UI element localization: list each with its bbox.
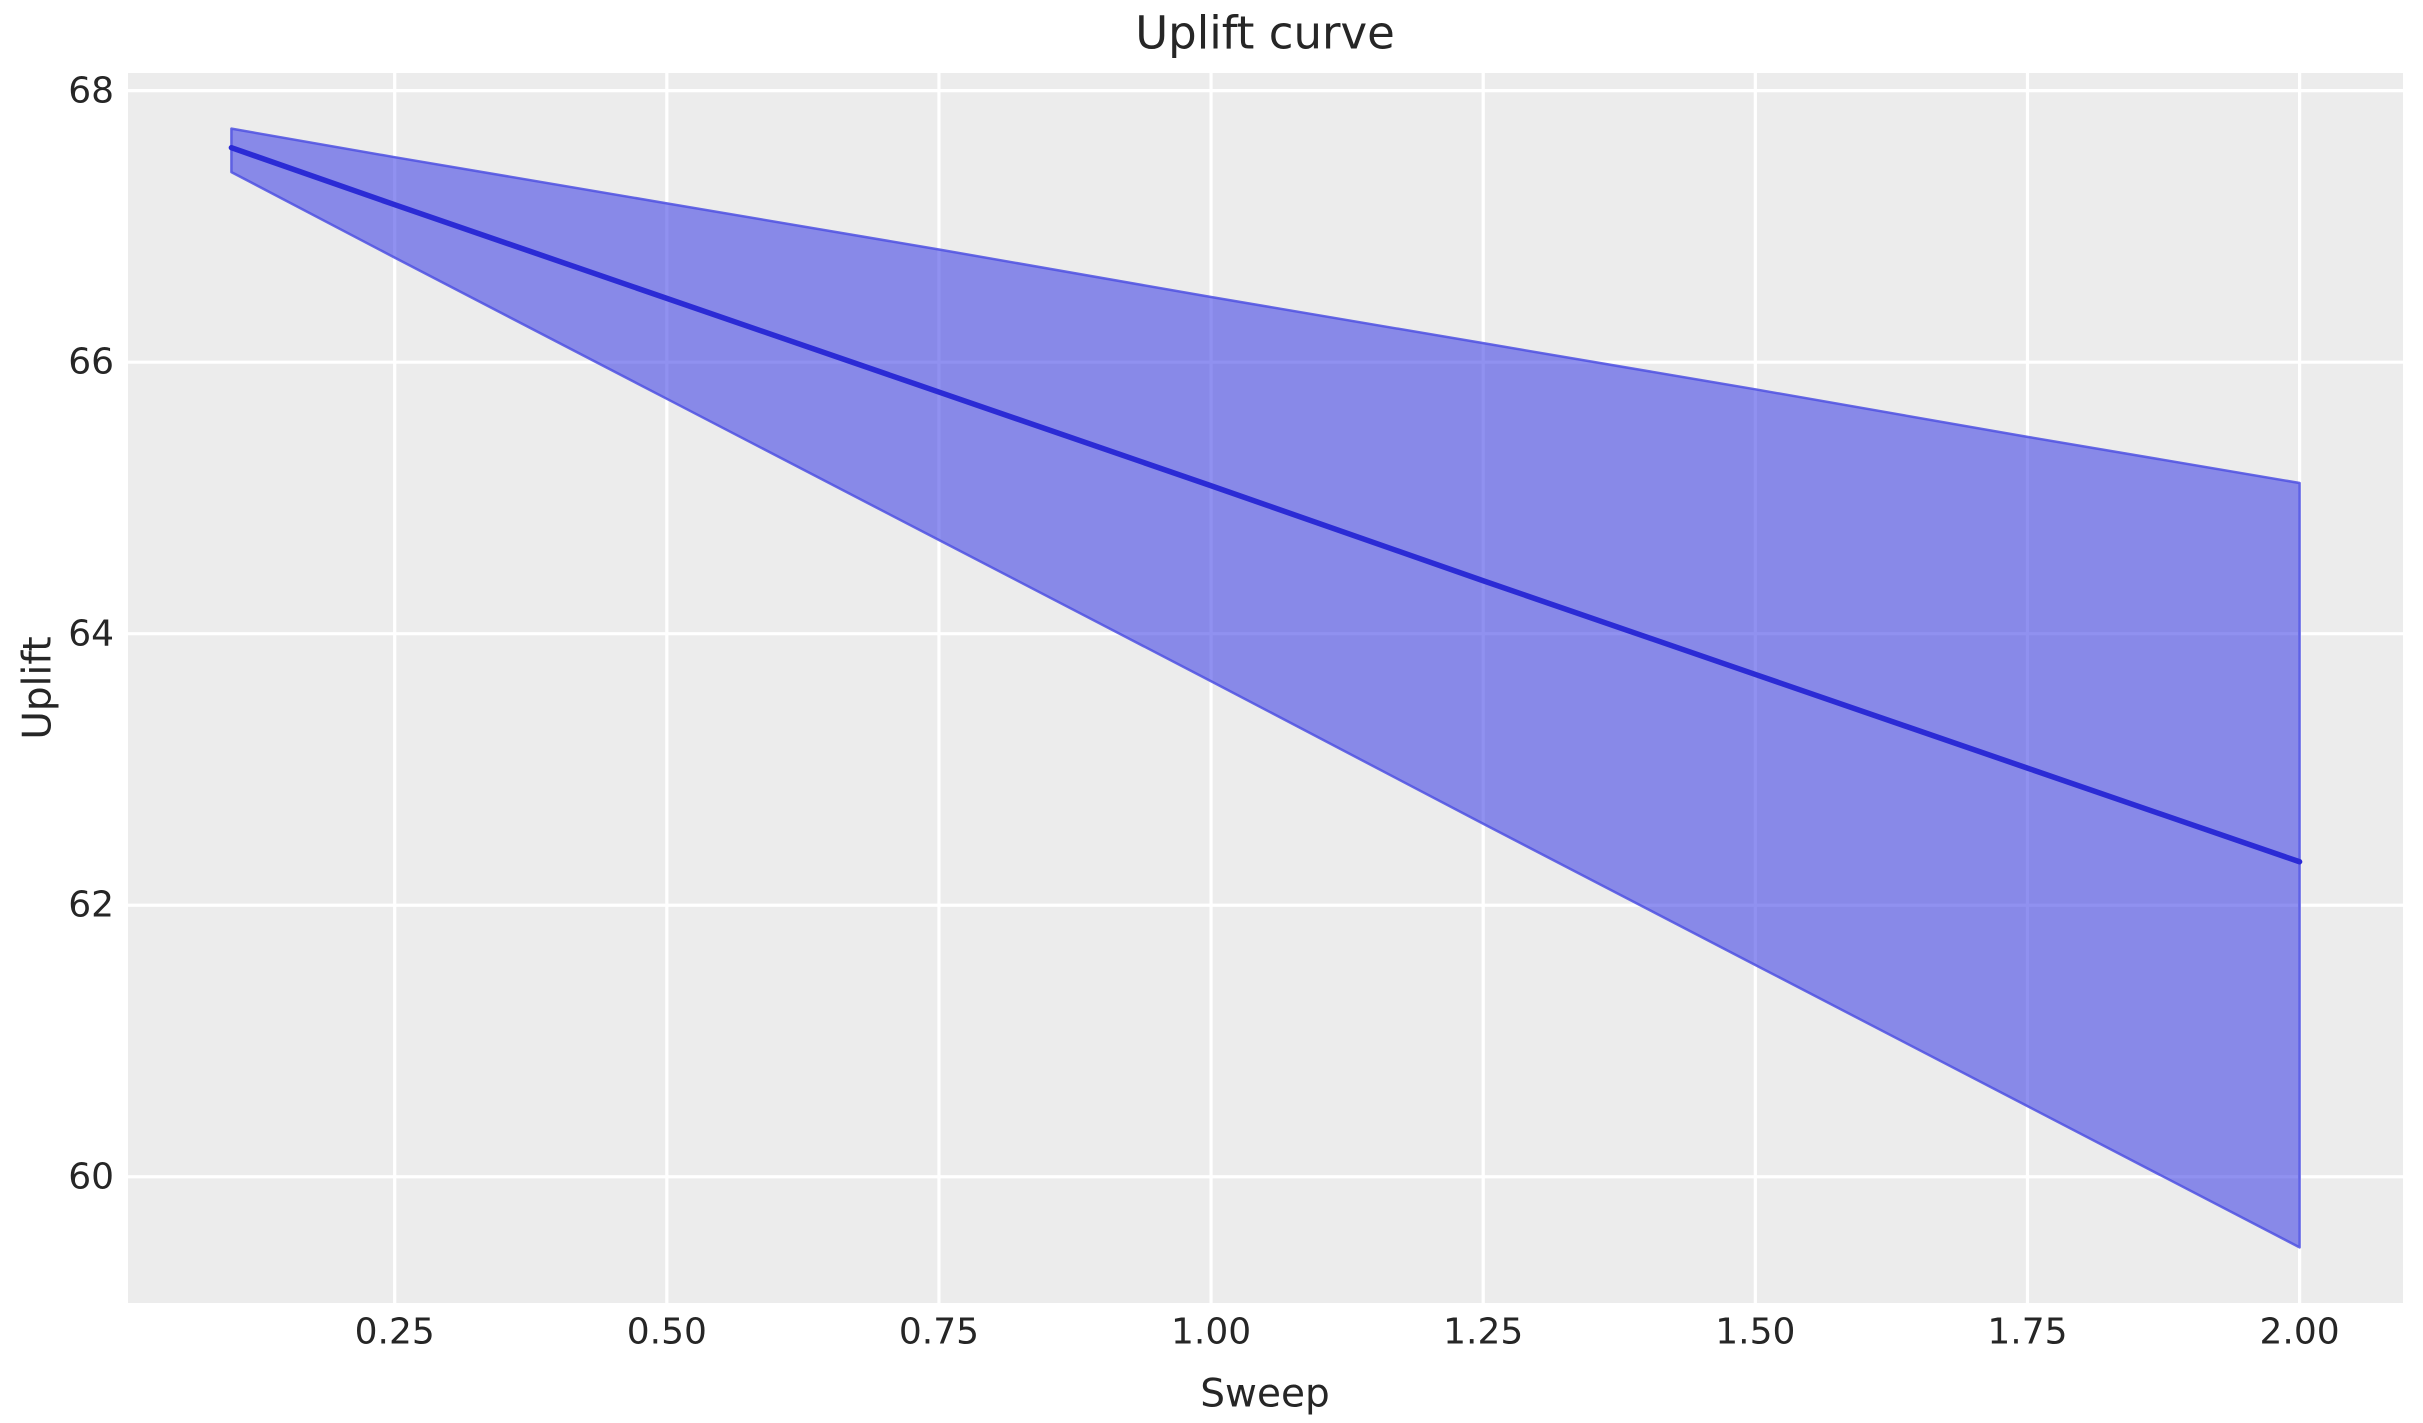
- x-tick-label: 0.75: [898, 1311, 980, 1353]
- x-tick-label: 0.25: [354, 1311, 435, 1353]
- x-axis-label: Sweep: [1200, 1371, 1330, 1417]
- x-tick-label: 1.75: [1987, 1311, 2068, 1353]
- y-tick-label: 64: [68, 613, 114, 655]
- y-tick-label: 60: [68, 1156, 114, 1198]
- y-tick-label: 66: [68, 341, 114, 383]
- chart-title: Uplift curve: [1135, 6, 1395, 60]
- x-tick-label: 1.50: [1715, 1311, 1796, 1353]
- x-tick-label: 1.25: [1443, 1311, 1524, 1353]
- x-tick-label: 2.00: [2259, 1311, 2340, 1353]
- x-tick-label: 0.50: [626, 1311, 707, 1353]
- confidence-band: [230, 127, 2301, 1249]
- x-tick-label: 1.00: [1170, 1311, 1252, 1353]
- y-tick-label: 62: [68, 884, 114, 926]
- uplift-line: [228, 144, 2303, 865]
- y-tick-label: 68: [68, 70, 114, 112]
